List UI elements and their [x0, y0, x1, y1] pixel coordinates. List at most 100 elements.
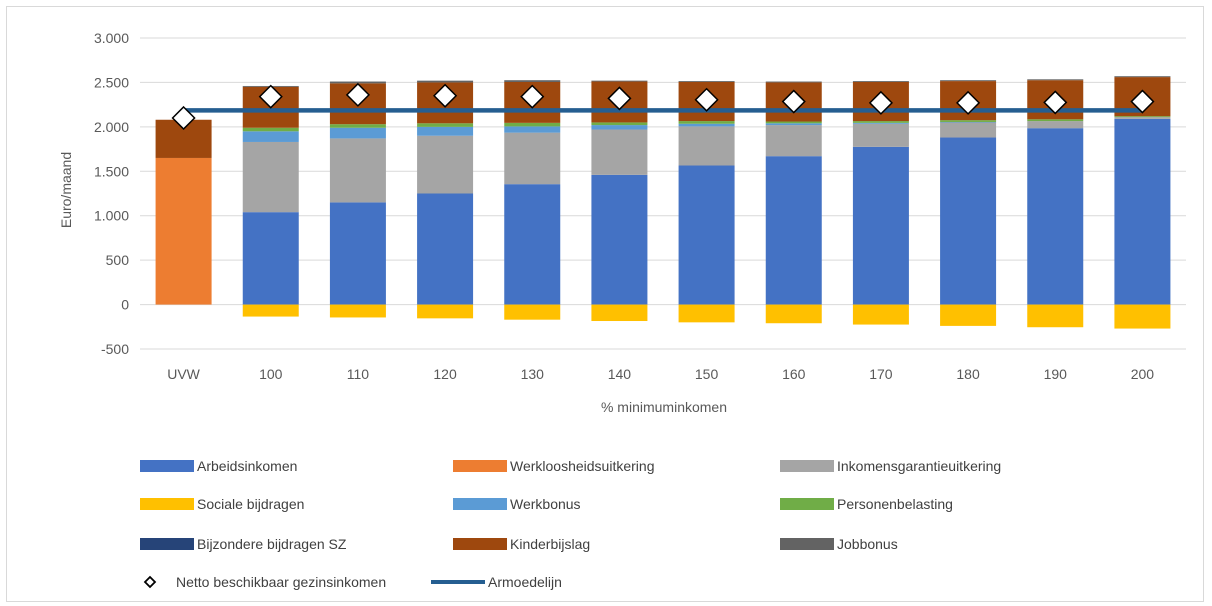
net-income-marker: [694, 87, 719, 112]
legend-label: Werkbonus: [510, 496, 581, 512]
legend-item: Werkbonus: [453, 496, 581, 512]
bar-segment: [504, 80, 561, 82]
bar-segment: [852, 123, 909, 147]
legend-label: Inkomensgarantieuitkering: [837, 458, 1001, 474]
bar-segment: [1027, 128, 1084, 305]
bar-segment: [504, 126, 561, 133]
x-tick-label: 120: [433, 366, 457, 382]
bar-segment: [765, 81, 822, 83]
bar-segment: [940, 121, 997, 123]
bar-segment: [417, 135, 474, 194]
legend-swatch: [780, 538, 834, 550]
legend-swatch: [453, 498, 507, 510]
legend-swatch: [140, 538, 194, 550]
x-tick-label: 140: [608, 366, 632, 382]
x-tick-label: 180: [956, 366, 980, 382]
y-tick-label: 0: [121, 297, 129, 313]
bar-segment: [678, 123, 735, 127]
bar-segment: [852, 146, 909, 305]
bar-segment: [852, 121, 909, 123]
x-tick-label: 110: [347, 366, 370, 382]
legend-item: Jobbonus: [780, 536, 898, 552]
bar-segment: [940, 120, 997, 122]
bar-segment: [940, 80, 997, 82]
net-income-marker: [433, 83, 458, 108]
gridlines: [140, 37, 1186, 350]
net-income-marker: [956, 90, 981, 115]
x-axis-title: % minimuminkomen: [601, 399, 727, 415]
bar-segment: [417, 193, 474, 305]
bar-segment: [591, 174, 648, 305]
y-tick-label: 1.500: [94, 163, 129, 179]
bar-segment: [765, 123, 822, 126]
bar-segment: [417, 80, 474, 83]
bar-segment: [329, 81, 386, 84]
y-axis-title: Euro/maand: [58, 152, 74, 228]
legend-label: Kinderbijslag: [510, 536, 590, 552]
bar-segment: [678, 304, 735, 323]
net-income-marker: [345, 82, 370, 107]
x-tick-label: 130: [521, 366, 545, 382]
bar-segment: [329, 138, 386, 203]
bar-segment: [242, 304, 299, 317]
bar-segment: [1027, 119, 1084, 122]
x-tick-label: 170: [869, 366, 893, 382]
bar-segment: [940, 137, 997, 305]
bar-segment: [591, 125, 648, 130]
bar-segment: [1114, 118, 1171, 305]
y-tick-label: 3.000: [94, 30, 129, 46]
y-tick-label: 2.000: [94, 119, 129, 135]
legend-item: Netto beschikbaar gezinsinkomen: [143, 574, 386, 590]
net-income-marker: [1130, 89, 1155, 114]
net-income-marker: [258, 84, 283, 109]
y-tick-label: 2.500: [94, 74, 129, 90]
bar-segment: [329, 127, 386, 139]
y-tick-label: 1.000: [94, 208, 129, 224]
legend-swatch: [140, 498, 194, 510]
x-tick-label: 190: [1044, 366, 1068, 382]
y-tick-label: 500: [106, 252, 130, 268]
x-tick-label: UVW: [167, 366, 200, 382]
legend-swatch: [140, 460, 194, 472]
legend-swatch: [453, 460, 507, 472]
bar-segment: [852, 81, 909, 82]
bar-segment: [155, 157, 212, 305]
bar-segment: [417, 126, 474, 136]
bar-segment: [417, 304, 474, 319]
net-income-marker: [868, 90, 893, 115]
net-income-markers: [171, 82, 1155, 131]
bar-segment: [678, 126, 735, 166]
legend-label: Armoedelijn: [488, 574, 562, 590]
x-axis-ticks: UVW 100 110 120 130 140 150 160 170 180 190 200: [167, 366, 1154, 382]
legend-swatch: [780, 498, 834, 510]
bar-segment: [1114, 76, 1171, 78]
bar-segment: [765, 304, 822, 324]
bar-segment: [417, 123, 474, 127]
legend-item: Arbeidsinkomen: [140, 458, 297, 474]
net-income-marker: [607, 86, 632, 111]
legend: Arbeidsinkomen Werkloosheidsuitkering Inko…: [140, 458, 1001, 590]
legend-item: Inkomensgarantieuitkering: [780, 458, 1001, 474]
bar-segment: [329, 202, 386, 305]
bar-segment: [678, 165, 735, 305]
legend-item: Kinderbijslag: [453, 536, 590, 552]
bar-segment: [852, 304, 909, 325]
legend-label: Jobbonus: [837, 536, 898, 552]
x-tick-label: 150: [695, 366, 719, 382]
bar-segment: [329, 124, 386, 128]
bar-segment: [765, 156, 822, 305]
bar-segment: [591, 129, 648, 175]
x-tick-label: 100: [259, 366, 283, 382]
bar-segment: [242, 131, 299, 142]
legend-label: Netto beschikbaar gezinsinkomen: [176, 574, 386, 590]
y-axis-ticks: -500 0 500 1.000 1.500 2.000 2.500 3.000: [94, 30, 129, 357]
net-income-marker: [1043, 90, 1068, 115]
bar-segment: [591, 304, 648, 322]
bar-segment: [242, 212, 299, 305]
legend-item: Sociale bijdragen: [140, 496, 304, 512]
bar-segment: [504, 184, 561, 305]
legend-label: Arbeidsinkomen: [197, 458, 297, 474]
y-tick-label: -500: [101, 341, 129, 357]
bar-segment: [1114, 116, 1171, 118]
bar-segment: [765, 121, 822, 124]
